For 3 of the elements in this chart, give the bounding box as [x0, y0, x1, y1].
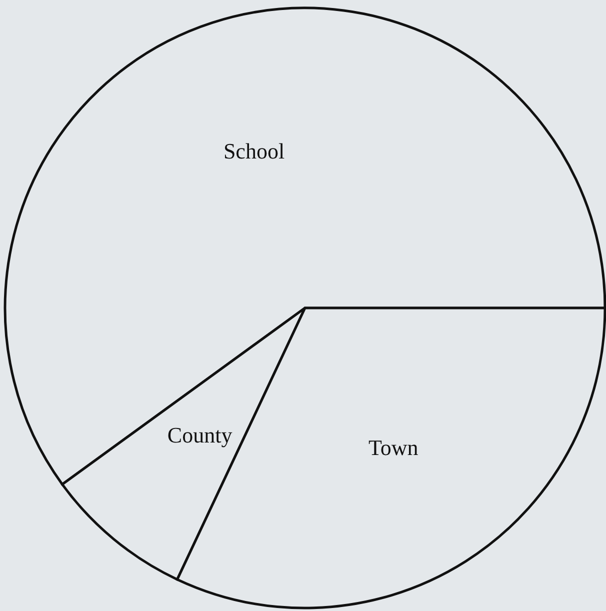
slice-label: County [167, 422, 232, 448]
slice-label: School [223, 138, 285, 164]
slice-label: Town [368, 434, 418, 460]
